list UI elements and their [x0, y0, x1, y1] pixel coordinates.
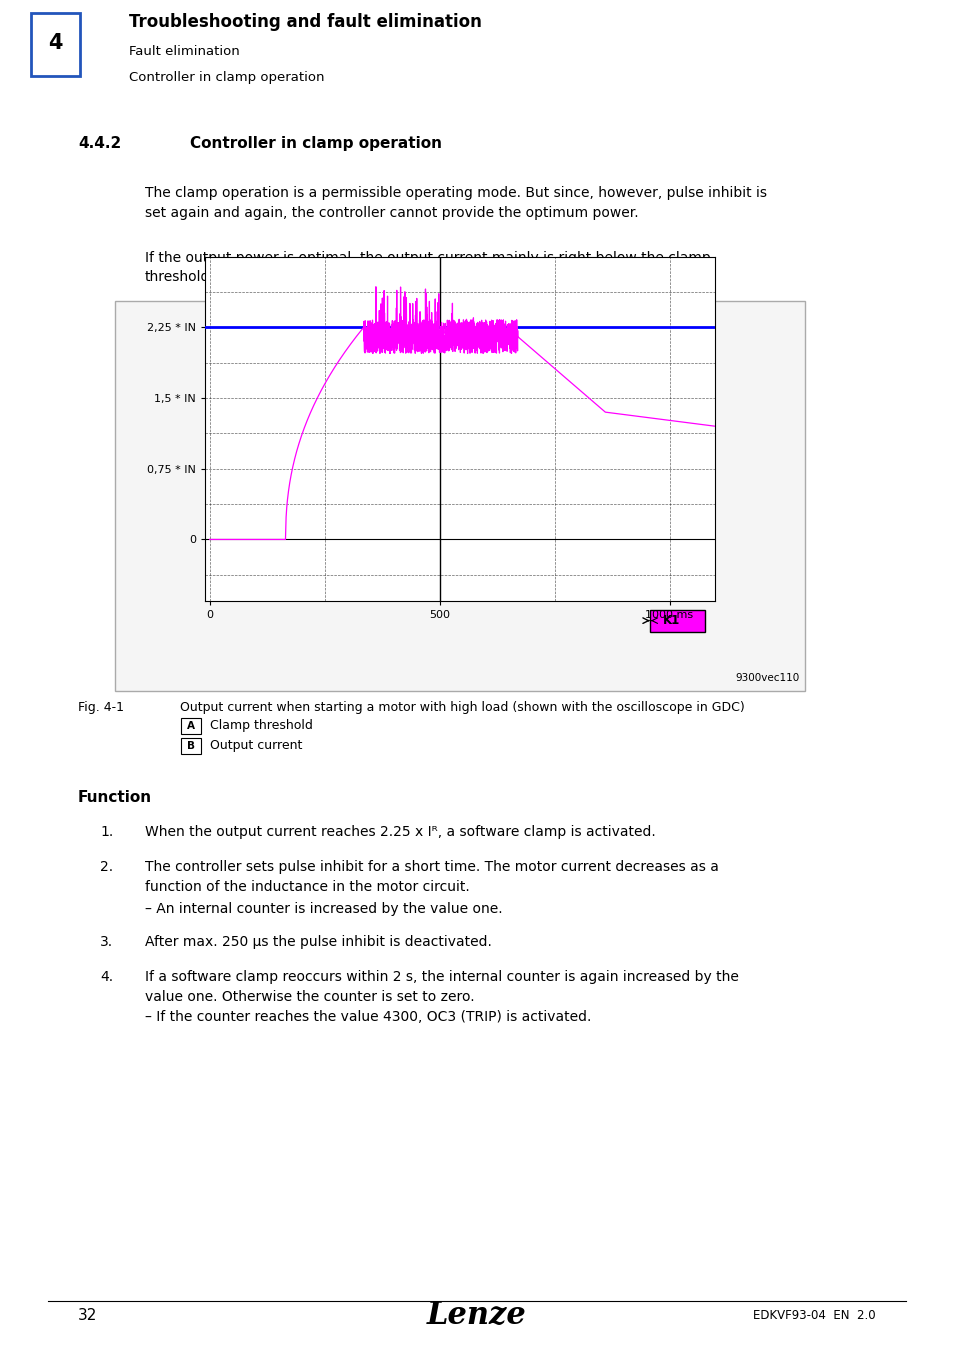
Text: Controller in clamp operation: Controller in clamp operation	[190, 136, 441, 151]
Text: 4: 4	[48, 32, 63, 53]
Text: EDKVF93-04  EN  2.0: EDKVF93-04 EN 2.0	[753, 1308, 875, 1322]
Text: 4.: 4.	[100, 971, 113, 984]
Bar	[649, 610, 704, 632]
Text: A: A	[668, 474, 679, 486]
Text: Clamp threshold: Clamp threshold	[210, 720, 313, 732]
Text: Lenze: Lenze	[427, 1300, 526, 1331]
Text: K1: K1	[662, 614, 679, 628]
Text: 32: 32	[78, 1308, 97, 1323]
Text: Controller in clamp operation: Controller in clamp operation	[129, 72, 324, 84]
Text: – If the counter reaches the value 4300, OC3 (TRIP) is activated.: – If the counter reaches the value 4300,…	[145, 1010, 591, 1025]
Text: When the output current reaches 2.25 x Iᴿ, a software clamp is activated.: When the output current reaches 2.25 x I…	[145, 825, 655, 840]
Text: 1.: 1.	[100, 825, 113, 840]
Text: Fig. 4-1: Fig. 4-1	[78, 701, 124, 714]
Text: If the output power is optimal, the output current mainly is right below the cla: If the output power is optimal, the outp…	[145, 251, 710, 285]
FancyBboxPatch shape	[181, 718, 201, 733]
FancyBboxPatch shape	[181, 737, 201, 753]
FancyBboxPatch shape	[30, 14, 80, 76]
FancyBboxPatch shape	[659, 513, 688, 537]
Text: 4.4.2: 4.4.2	[78, 136, 121, 151]
Text: The clamp operation is a permissible operating mode. But since, however, pulse i: The clamp operation is a permissible ope…	[145, 186, 766, 220]
Text: 9300vec110: 9300vec110	[735, 672, 800, 683]
Text: If a software clamp reoccurs within 2 s, the internal counter is again increased: If a software clamp reoccurs within 2 s,…	[145, 971, 739, 1004]
Text: Output current when starting a motor with high load (shown with the oscilloscope: Output current when starting a motor wit…	[180, 701, 744, 714]
Text: A: A	[187, 721, 194, 730]
Text: Troubleshooting and fault elimination: Troubleshooting and fault elimination	[129, 14, 481, 31]
Text: Fault elimination: Fault elimination	[129, 45, 239, 58]
Text: Output current: Output current	[210, 738, 302, 752]
Text: 2.: 2.	[100, 860, 113, 875]
Text: B: B	[187, 741, 194, 751]
Bar	[115, 301, 804, 691]
Text: B: B	[669, 518, 678, 531]
Text: Function: Function	[78, 791, 152, 806]
Text: The controller sets pulse inhibit for a short time. The motor current decreases : The controller sets pulse inhibit for a …	[145, 860, 719, 894]
Text: After max. 250 μs the pulse inhibit is deactivated.: After max. 250 μs the pulse inhibit is d…	[145, 936, 492, 949]
Text: 3.: 3.	[100, 936, 113, 949]
FancyBboxPatch shape	[659, 467, 688, 491]
Text: – An internal counter is increased by the value one.: – An internal counter is increased by th…	[145, 902, 502, 917]
